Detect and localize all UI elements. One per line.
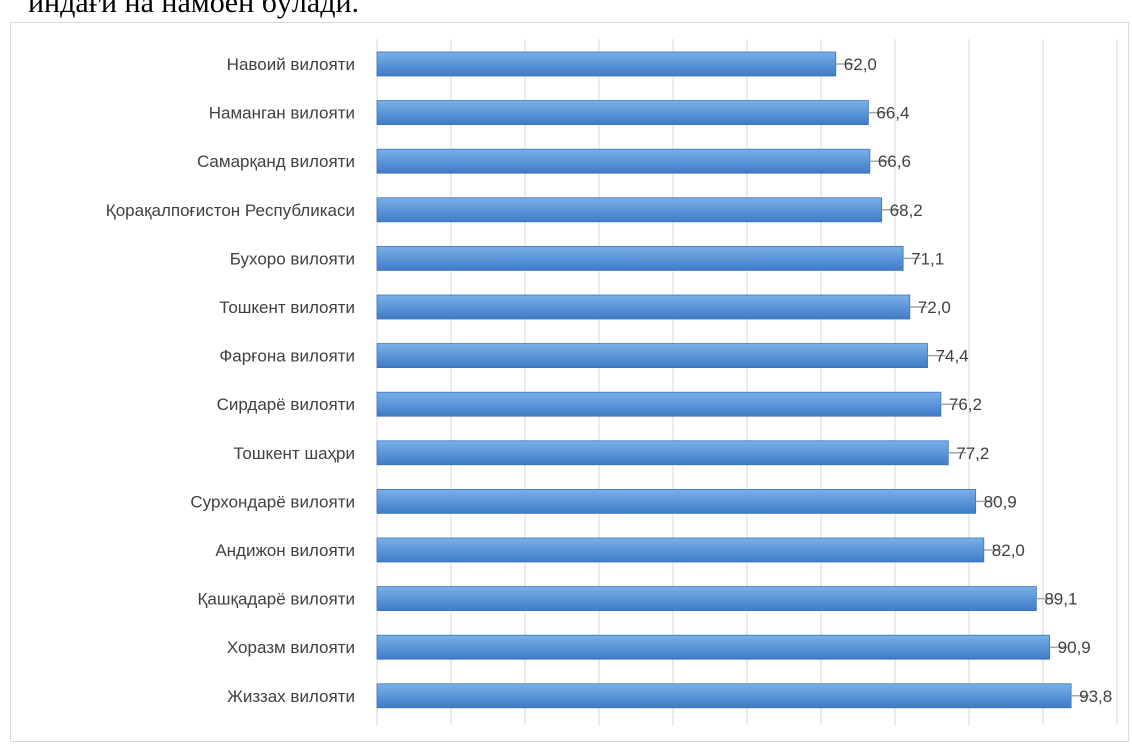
value-label: 90,9 xyxy=(1058,638,1091,657)
bar xyxy=(376,294,911,320)
value-label: 68,2 xyxy=(890,201,923,220)
category-label: Фарғона вилояти xyxy=(219,347,355,366)
category-label: Тошкент вилояти xyxy=(219,298,355,317)
bar xyxy=(376,586,1037,611)
bar xyxy=(376,634,1051,660)
bars xyxy=(376,51,1072,709)
category-label: Навоий вилояти xyxy=(227,55,355,74)
value-label: 82,0 xyxy=(992,541,1025,560)
bar xyxy=(376,100,869,125)
bar xyxy=(376,537,985,563)
category-label: Андижон вилояти xyxy=(215,541,355,560)
category-label: Бухоро вилояти xyxy=(230,249,355,268)
gridlines xyxy=(376,39,1118,725)
bar xyxy=(376,391,942,417)
bar xyxy=(376,683,1072,709)
category-label: Сирдарё вилояти xyxy=(217,395,355,414)
bar-chart: Навоий вилояти 62,0 Наманган вилояти 66,4 Са… xyxy=(106,39,1118,725)
category-label: Жиззах вилояти xyxy=(227,687,355,706)
bar xyxy=(376,343,928,369)
category-label: Сурхондарё вилояти xyxy=(190,492,355,511)
value-label: 76,2 xyxy=(949,395,982,414)
bar xyxy=(376,148,871,174)
value-label: 72,0 xyxy=(918,298,951,317)
value-label: 89,1 xyxy=(1044,590,1077,609)
bar xyxy=(376,51,837,77)
value-label: 66,4 xyxy=(876,104,909,123)
value-label: 77,2 xyxy=(956,444,989,463)
value-label: 93,8 xyxy=(1079,687,1112,706)
bar xyxy=(376,245,904,271)
category-label: Қашқадарё вилояти xyxy=(198,590,355,609)
bar xyxy=(376,197,883,223)
header-text: индағи на намоён бўлади. xyxy=(28,0,360,19)
bar xyxy=(376,488,977,514)
value-label: 80,9 xyxy=(984,492,1017,511)
bar xyxy=(376,440,949,466)
category-label: Қорақалпоғистон Республикаси xyxy=(106,201,355,220)
value-label: 74,4 xyxy=(936,347,969,366)
category-label: Тошкент шаҳри xyxy=(233,444,355,463)
value-label: 62,0 xyxy=(844,55,877,74)
category-label: Хоразм вилояти xyxy=(227,638,355,657)
leader-lines xyxy=(835,63,1090,697)
chart-frame: Навоий вилояти 62,0 Наманган вилояти 66,4 Са… xyxy=(10,22,1129,742)
labels: Навоий вилояти 62,0 Наманган вилояти 66,4 Са… xyxy=(106,55,1112,706)
category-label: Наманган вилояти xyxy=(209,104,355,123)
value-label: 66,6 xyxy=(878,152,911,171)
value-label: 71,1 xyxy=(911,249,944,268)
category-label: Самарқанд вилояти xyxy=(197,152,355,171)
